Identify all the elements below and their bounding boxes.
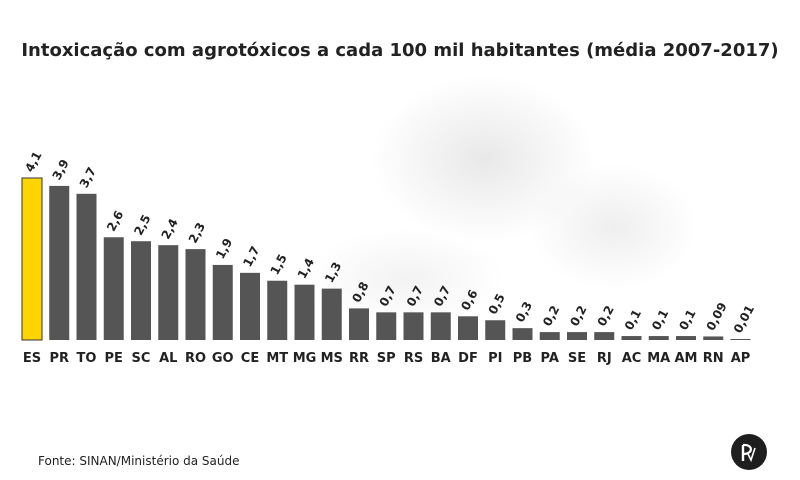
bar-go xyxy=(212,264,233,340)
category-label-sc: SC xyxy=(132,351,151,366)
bar-rj xyxy=(594,332,615,340)
bar-am xyxy=(676,336,696,340)
category-label-rs: RS xyxy=(404,351,423,366)
value-label-rs: 0,7 xyxy=(404,283,426,308)
category-label-sp: SP xyxy=(377,351,396,366)
value-label-es: 4,1 xyxy=(22,149,44,174)
bar-rs xyxy=(403,312,424,340)
value-label-pi: 0,5 xyxy=(486,291,508,316)
bar-rr xyxy=(349,308,369,340)
value-label-df: 0,6 xyxy=(458,287,480,312)
bar-ro xyxy=(185,249,206,340)
category-label-ce: CE xyxy=(241,351,259,366)
category-label-ma: MA xyxy=(647,351,670,366)
bar-pr xyxy=(49,185,70,340)
bar-sp xyxy=(376,312,397,340)
category-label-mt: MT xyxy=(266,351,288,366)
value-label-sc: 2,5 xyxy=(131,212,153,237)
category-label-df: DF xyxy=(458,351,478,366)
bar-mt xyxy=(267,280,288,340)
bar-mg xyxy=(294,284,315,340)
category-label-to: TO xyxy=(77,351,97,366)
category-label-go: GO xyxy=(212,351,234,366)
bar-ma xyxy=(648,336,669,340)
category-label-rr: RR xyxy=(349,351,369,366)
category-label-am: AM xyxy=(675,351,698,366)
category-label-pr: PR xyxy=(49,351,69,366)
bar-ce xyxy=(240,272,260,340)
bar-pi xyxy=(485,320,506,340)
category-label-se: SE xyxy=(568,351,586,366)
bar-sc xyxy=(131,241,151,340)
category-label-es: ES xyxy=(23,351,41,366)
value-label-ro: 2,3 xyxy=(186,220,208,245)
value-label-se: 0,2 xyxy=(567,303,589,328)
category-label-pi: PI xyxy=(488,351,502,366)
bar-df xyxy=(458,316,478,340)
value-label-rj: 0,2 xyxy=(595,303,617,328)
category-label-mg: MG xyxy=(293,351,317,366)
bar-ms xyxy=(321,288,342,340)
bar-ba xyxy=(430,312,451,340)
value-label-ms: 1,3 xyxy=(322,260,344,285)
bar-ap xyxy=(730,339,751,340)
pv-logo-icon xyxy=(731,434,767,470)
bar-pe xyxy=(103,237,124,340)
value-label-to: 3,7 xyxy=(77,165,99,190)
bar-se xyxy=(567,332,587,340)
source-note: Fonte: SINAN/Ministério da Saúde xyxy=(38,454,240,468)
value-label-am: 0,1 xyxy=(676,307,698,332)
value-label-ap: 0,01 xyxy=(731,303,757,336)
bar-pb xyxy=(512,328,533,340)
category-label-ro: RO xyxy=(185,351,206,366)
value-label-ma: 0,1 xyxy=(649,307,671,332)
value-label-pb: 0,3 xyxy=(513,299,535,324)
category-label-ms: MS xyxy=(321,351,343,366)
category-label-rj: RJ xyxy=(597,351,612,366)
bar-pa xyxy=(539,332,560,340)
value-label-pr: 3,9 xyxy=(50,157,72,182)
category-label-al: AL xyxy=(159,351,177,366)
value-label-rr: 0,8 xyxy=(349,279,371,304)
value-label-rn: 0,09 xyxy=(704,300,730,333)
value-label-ce: 1,7 xyxy=(240,244,262,269)
bar-rn xyxy=(703,336,724,340)
value-label-go: 1,9 xyxy=(213,236,235,261)
category-label-pa: PA xyxy=(541,351,559,366)
category-label-ba: BA xyxy=(431,351,451,366)
value-label-ac: 0,1 xyxy=(622,307,644,332)
category-label-ac: AC xyxy=(622,351,642,366)
value-label-al: 2,4 xyxy=(159,216,181,241)
bar-ac xyxy=(621,336,642,340)
value-label-sp: 0,7 xyxy=(377,283,399,308)
chart-title: Intoxicação com agrotóxicos a cada 100 m… xyxy=(21,40,779,61)
category-label-pb: PB xyxy=(513,351,532,366)
value-label-ba: 0,7 xyxy=(431,283,453,308)
value-label-mg: 1,4 xyxy=(295,256,317,281)
category-label-ap: AP xyxy=(731,351,751,366)
value-label-mt: 1,5 xyxy=(268,252,290,277)
bar-to xyxy=(76,193,97,340)
category-label-rn: RN xyxy=(703,351,724,366)
value-label-pa: 0,2 xyxy=(540,303,562,328)
bar-es xyxy=(21,177,43,341)
value-label-pe: 2,6 xyxy=(104,208,126,233)
bar-al xyxy=(158,245,179,340)
category-label-pe: PE xyxy=(105,351,123,366)
